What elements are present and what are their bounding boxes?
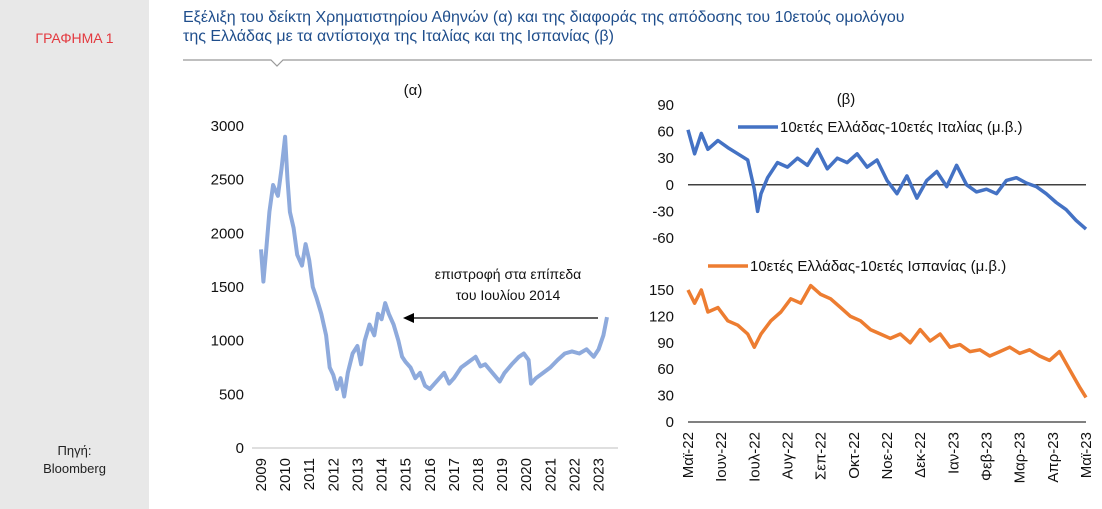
x-tick-label: 2022 <box>566 458 583 491</box>
italy-spread-line <box>686 129 1088 231</box>
x-tick-label: 2017 <box>446 458 463 491</box>
x-tick-label: Απρ-23 <box>1045 432 1062 483</box>
y-tick-label: 30 <box>657 150 674 167</box>
y-tick-label: 1000 <box>211 333 244 350</box>
y-tick-label: 0 <box>666 414 674 431</box>
y-tick-label: 3000 <box>211 118 244 135</box>
x-tick-label: Νοε-22 <box>879 432 896 480</box>
y-tick-label: 150 <box>649 282 674 299</box>
figure-label: ΓΡΑΦΗΜΑ 1 <box>35 30 114 46</box>
title-line-1: Εξέλιξη του δείκτη Χρηματιστηρίου Αθηνών… <box>183 9 905 26</box>
y-tick-label: 0 <box>236 440 244 457</box>
y-tick-label: 0 <box>666 177 674 194</box>
x-tick-label: 2016 <box>422 458 439 491</box>
y-tick-label: 90 <box>657 335 674 352</box>
x-tick-label: Φεβ-23 <box>979 432 996 481</box>
y-tick-label: 120 <box>649 308 674 325</box>
x-tick-label: 2013 <box>349 458 366 491</box>
title-line-2: της Ελλάδας με τα αντίστοιχα της Ιταλίας… <box>183 28 614 45</box>
x-tick-label: 2009 <box>253 458 270 491</box>
source-label: Πηγή: <box>57 443 92 458</box>
x-tick-label: 2014 <box>374 458 391 491</box>
source-name: Bloomberg <box>43 461 106 476</box>
legend-spain-label: 10ετές Ελλάδας-10ετές Ισπανίας (μ.β.) <box>750 258 1006 275</box>
y-tick-label: 2500 <box>211 172 244 189</box>
title-underline <box>183 59 1092 67</box>
x-tick-label: 2020 <box>518 458 535 491</box>
y-tick-label: 500 <box>219 386 244 403</box>
chart-spreads: (β) 90 60 30 0 -30 -60 150 120 90 60 30 0 Μαϊ-22 Ιο… <box>649 91 1095 483</box>
chart-b-bottom-y-axis: 150 120 90 60 30 0 <box>649 282 674 431</box>
x-tick-label: 2019 <box>494 458 511 491</box>
chart-b-title: (β) <box>837 91 856 108</box>
sidebar <box>0 0 149 509</box>
x-tick-label: 2012 <box>325 458 342 491</box>
x-tick-label: Οκτ-22 <box>846 432 863 479</box>
annotation-line-1: επιστροφή στα επίπεδα <box>435 266 581 282</box>
athens-index-line <box>259 134 609 399</box>
x-tick-label: Ιαν-23 <box>945 432 962 474</box>
y-tick-label: 2000 <box>211 225 244 242</box>
source-note: Πηγή: Bloomberg <box>0 442 149 478</box>
x-tick-label: 2011 <box>301 458 318 490</box>
annotation-arrowhead <box>403 313 414 323</box>
chart-a-y-axis: 0 500 1000 1500 2000 2500 3000 <box>211 118 244 457</box>
y-tick-label: -60 <box>652 230 674 247</box>
y-tick-label: 60 <box>657 124 674 141</box>
x-tick-label: 2015 <box>398 458 415 491</box>
x-tick-label: 2018 <box>470 458 487 491</box>
y-tick-label: 30 <box>657 388 674 405</box>
y-tick-label: 60 <box>657 361 674 378</box>
annotation-line-2: του Ιουλίου 2014 <box>456 287 561 303</box>
x-tick-label: Αυγ-22 <box>780 432 797 479</box>
chart-athens-index: (α) 0 500 1000 1500 2000 2500 3000 2009 2010 201… <box>211 82 618 491</box>
x-tick-label: 2010 <box>277 458 294 491</box>
chart-b-x-axis: Μαϊ-22 Ιουν-22 Ιουλ-22 Αυγ-22 Σεπ-22 Οκτ-22 Νο… <box>680 432 1095 483</box>
x-tick-label: Σεπ-22 <box>813 432 830 480</box>
chart-title: Εξέλιξη του δείκτη Χρηματιστηρίου Αθηνών… <box>183 8 1083 46</box>
chart-b-top-y-axis: 90 60 30 0 -30 -60 <box>652 97 674 247</box>
y-tick-label: -30 <box>652 203 674 220</box>
chart-a-x-axis: 2009 2010 2011 2012 2013 2014 2015 2016 2017 2018… <box>253 458 608 491</box>
chart-a-title: (α) <box>404 82 423 99</box>
y-tick-label: 90 <box>657 97 674 114</box>
x-tick-label: Μαϊ-22 <box>680 432 697 478</box>
x-tick-label: Μαϊ-23 <box>1078 432 1095 478</box>
spain-spread-line <box>686 283 1088 399</box>
x-tick-label: Δεκ-22 <box>912 432 929 478</box>
legend-italy-label: 10ετές Ελλάδας-10ετές Ιταλίας (μ.β.) <box>780 119 1023 136</box>
x-tick-label: 2021 <box>542 458 559 491</box>
x-tick-label: Μαρ-23 <box>1012 432 1029 483</box>
x-tick-label: Ιουν-22 <box>713 432 730 482</box>
y-tick-label: 1500 <box>211 279 244 296</box>
x-tick-label: 2023 <box>591 458 608 491</box>
x-tick-label: Ιουλ-22 <box>746 432 763 482</box>
